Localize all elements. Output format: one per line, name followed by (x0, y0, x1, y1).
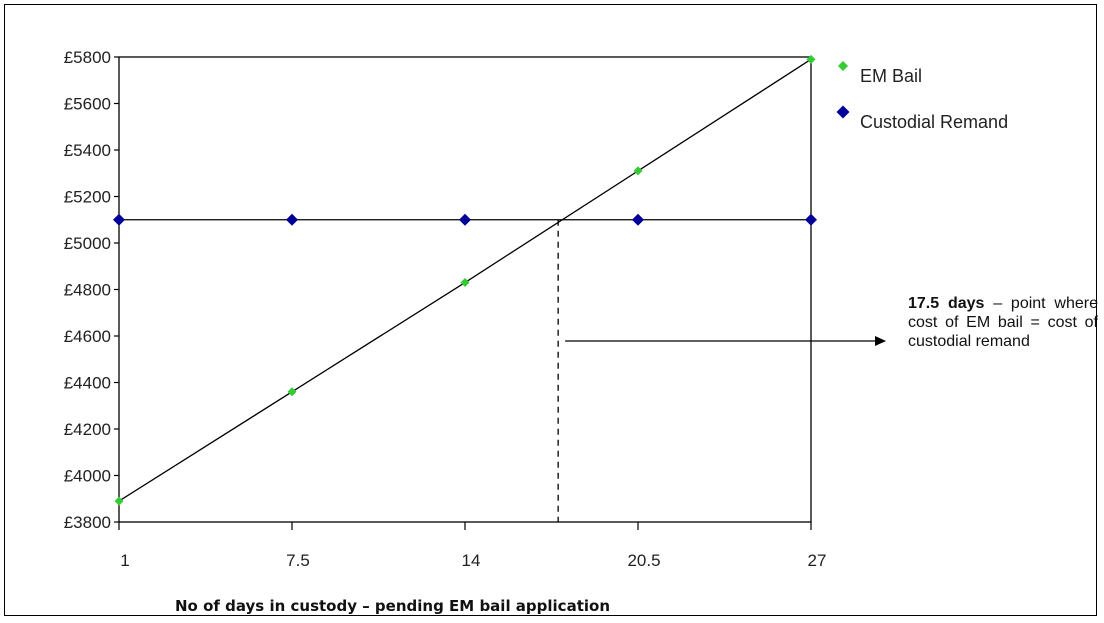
y-tick-label: £5000 (64, 234, 111, 253)
y-tick-label: £5800 (64, 48, 111, 67)
annotation-arrowhead (875, 336, 886, 346)
y-tick-label: £4800 (64, 281, 111, 300)
data-point (113, 213, 125, 226)
annotation-text: – point where cost of EM bail = cost of … (908, 295, 1098, 350)
x-axis-label: No of days in custody – pending EM bail … (175, 597, 610, 615)
legend-marker (838, 61, 848, 71)
y-tick-label: £4600 (64, 327, 111, 346)
x-tick-label: 1 (120, 551, 129, 570)
y-tick-label: £4200 (64, 420, 111, 439)
x-axis: 1 7.5 14 20.5 27 (118, 522, 827, 570)
data-point (633, 166, 643, 176)
chart-frame (4, 4, 1097, 616)
legend-label: EM Bail (860, 66, 922, 86)
x-tick-label: 14 (462, 551, 481, 570)
intersection-annotation: 17.5 days – point where cost of EM bail … (908, 294, 1098, 351)
legend: EM Bail Custodial Remand (836, 61, 1008, 132)
data-point (632, 213, 644, 226)
intersection-guides (557, 219, 886, 522)
annotation-bold: 17.5 days (908, 295, 985, 312)
legend-marker (836, 105, 850, 119)
y-tick-label: £5200 (64, 188, 111, 207)
y-tick-label: £4400 (64, 374, 111, 393)
y-tick-label: £5400 (64, 141, 111, 160)
data-point (287, 387, 297, 397)
data-point (114, 496, 124, 506)
y-tick-label: £5600 (64, 95, 111, 114)
y-tick-label: £4000 (64, 467, 111, 486)
x-tick-label: 20.5 (627, 551, 660, 570)
data-point (459, 213, 471, 226)
data-point (460, 278, 470, 288)
series-markers (113, 54, 817, 506)
legend-label: Custodial Remand (860, 112, 1008, 132)
x-tick-label: 27 (808, 551, 827, 570)
data-point (286, 213, 298, 226)
y-axis: £3800 £4000 £4200 £4400 £4600 £4800 £5000 £5200… (64, 48, 119, 532)
data-point (805, 213, 817, 226)
x-tick-label: 7.5 (286, 551, 310, 570)
data-point (806, 54, 816, 64)
y-tick-label: £3800 (64, 513, 111, 532)
